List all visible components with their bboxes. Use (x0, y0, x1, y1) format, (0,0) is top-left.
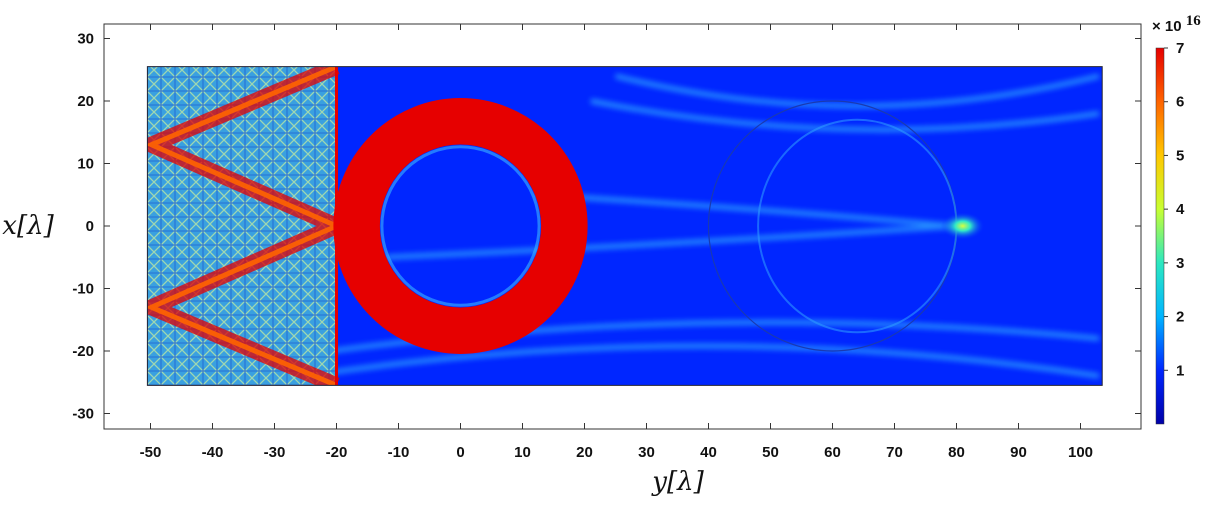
colorbar-tick-label-1: 2 (1176, 309, 1184, 326)
y-tick-label-0: -30 (72, 406, 94, 423)
colorbar-tick-label-5: 6 (1176, 94, 1184, 111)
x-tick-label-1: -40 (202, 444, 224, 461)
colorbar-multiplier: × 10 16 (1152, 13, 1201, 35)
x-tick-label-11: 60 (824, 444, 841, 461)
x-tick-label-9: 40 (700, 444, 717, 461)
x-tick-label-7: 20 (576, 444, 593, 461)
x-tick-label-5: 0 (456, 444, 464, 461)
streak-2 (534, 192, 957, 229)
streak-5 (305, 343, 1100, 379)
lens-region-fill (147, 66, 337, 386)
x-tick-label-12: 70 (886, 444, 903, 461)
domain-border (146, 66, 1103, 386)
x-tick-label-14: 90 (1010, 444, 1027, 461)
ring-inner-glow (380, 145, 541, 307)
y-tick-label-6: 30 (77, 31, 94, 48)
x-tick-label-0: -50 (140, 444, 162, 461)
colorbar: × 10 16 1 2 3 4 5 6 7 (1152, 13, 1201, 425)
x-tick-label-4: -10 (388, 444, 410, 461)
x-tick-label-3: -20 (326, 444, 348, 461)
colorbar-tick-label-0: 1 (1176, 362, 1184, 379)
field-domain (147, 66, 1103, 386)
colorbar-multiplier-base: × 10 (1152, 18, 1182, 35)
colorbar-strip (1155, 47, 1165, 425)
y-tick-label-1: -20 (72, 343, 94, 360)
x-tick-label-2: -30 (264, 444, 286, 461)
y-tick-label-3: 0 (86, 218, 94, 235)
colorbar-tick-label-6: 7 (1176, 40, 1184, 57)
colorbar-tick-label-4: 5 (1176, 147, 1184, 164)
x-tick-label-8: 30 (638, 444, 655, 461)
streak-0 (590, 98, 1100, 133)
x-tick-label-15: 100 (1068, 444, 1093, 461)
colorbar-tick-label-3: 4 (1176, 201, 1185, 218)
x-tick-label-10: 50 (762, 444, 779, 461)
y-axis: -30 -20 -10 0 10 20 30 (72, 31, 1141, 423)
x-axis-label: y[λ] (651, 467, 704, 497)
y-axis-label: x[λ] (2, 211, 54, 241)
focal-spot-glow (940, 212, 985, 240)
colorbar-tick-label-2: 3 (1176, 255, 1184, 272)
streak-3 (385, 223, 957, 260)
x-axis: -50 -40 -30 -20 -10 0 10 20 30 40 50 60 70 80 90 100 (140, 24, 1093, 461)
streak-4 (614, 73, 1100, 109)
x-tick-label-6: 10 (514, 444, 531, 461)
y-tick-label-5: 20 (77, 93, 94, 110)
colorbar-ticks: 1 2 3 4 5 6 7 (1164, 40, 1185, 379)
colorbar-multiplier-exponent: 16 (1186, 13, 1202, 29)
y-tick-label-4: 10 (77, 156, 94, 173)
ring-annulus (333, 98, 588, 354)
x-tick-label-13: 80 (948, 444, 965, 461)
y-tick-label-2: -10 (72, 281, 94, 298)
